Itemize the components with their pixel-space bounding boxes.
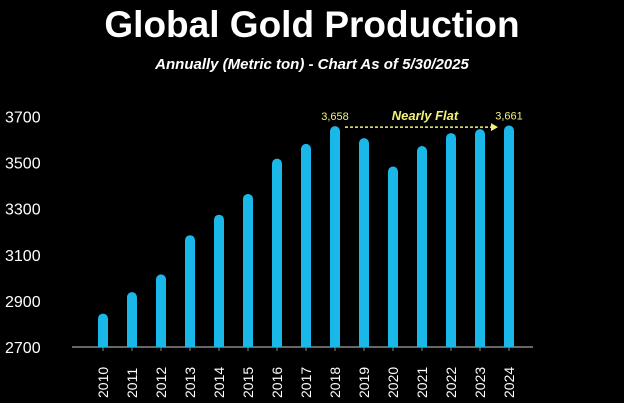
- bar-2013: [185, 235, 195, 347]
- x-tick-label: 2010: [95, 367, 111, 398]
- bar-base-2018: [330, 341, 340, 347]
- bar-base-2013: [185, 341, 195, 347]
- bar-2014: [214, 214, 224, 347]
- bar-base-2024: [504, 341, 514, 347]
- bar-2015: [243, 193, 253, 347]
- bar-base-2023: [475, 341, 485, 347]
- bar-base-2020: [388, 341, 398, 347]
- bar-2016: [272, 158, 282, 347]
- chart-title: Global Gold Production: [104, 4, 520, 45]
- y-tick-label: 3700: [5, 110, 41, 127]
- bar-base-2021: [417, 341, 427, 347]
- data-label-2024: 3,661: [495, 110, 523, 122]
- x-tick-label: 2012: [153, 367, 169, 398]
- bar-base-2016: [272, 341, 282, 347]
- y-tick-label: 3300: [5, 202, 41, 219]
- bar-2019: [359, 138, 369, 347]
- bar-base-2019: [359, 341, 369, 347]
- bar-base-2015: [243, 341, 253, 347]
- bar-2010: [98, 313, 108, 347]
- x-tick-label: 2021: [414, 367, 430, 398]
- bar-base-2011: [127, 341, 137, 347]
- x-tick-label: 2015: [240, 367, 256, 398]
- bar-2021: [417, 146, 427, 347]
- bar-2024: [504, 125, 514, 347]
- bar-base-2022: [446, 341, 456, 347]
- x-tick-label: 2023: [472, 367, 488, 398]
- y-tick-label: 3100: [5, 248, 41, 265]
- x-tick-label: 2020: [385, 367, 401, 398]
- bar-2022: [446, 133, 456, 347]
- x-tick-label: 2013: [182, 367, 198, 398]
- x-tick-label: 2024: [501, 367, 517, 398]
- annotation-label: Nearly Flat: [392, 108, 459, 123]
- data-label-2018: 3,658: [321, 111, 349, 123]
- bar-2012: [156, 274, 166, 347]
- bar-base-2014: [214, 341, 224, 347]
- bar-2020: [388, 166, 398, 347]
- chart-subtitle: Annually (Metric ton) - Chart As of 5/30…: [155, 56, 469, 73]
- x-tick-label: 2019: [356, 367, 372, 398]
- y-tick-label: 3500: [5, 156, 41, 173]
- bar-base-2010: [98, 341, 108, 347]
- y-tick-label: 2900: [5, 294, 41, 311]
- x-tick-label: 2011: [124, 368, 140, 398]
- x-tick-label: 2022: [443, 367, 459, 398]
- bar-base-2012: [156, 341, 166, 347]
- annotation-arrowhead: [491, 123, 498, 132]
- bar-2017: [301, 143, 311, 347]
- bar-2023: [475, 129, 485, 347]
- x-tick-label: 2014: [211, 367, 227, 398]
- x-tick-label: 2017: [298, 367, 314, 398]
- bar-base-2017: [301, 341, 311, 347]
- y-tick-label: 2700: [5, 340, 41, 357]
- bar-2011: [127, 292, 137, 347]
- x-tick-label: 2016: [269, 367, 285, 398]
- x-tick-label: 2018: [327, 367, 343, 398]
- bar-2018: [330, 126, 340, 347]
